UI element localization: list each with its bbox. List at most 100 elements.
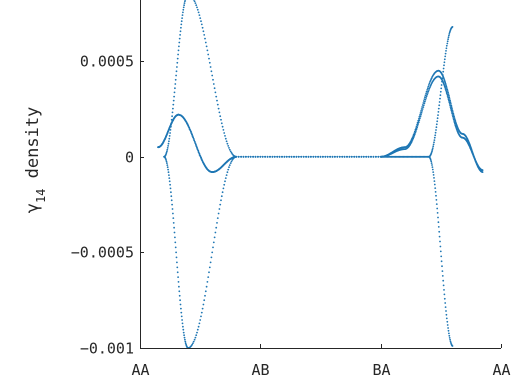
data-point bbox=[182, 8, 185, 11]
data-point bbox=[283, 155, 286, 158]
data-point bbox=[202, 30, 205, 33]
data-point bbox=[436, 117, 439, 120]
data-point bbox=[288, 155, 291, 158]
data-point bbox=[212, 241, 215, 244]
data-point bbox=[429, 159, 432, 161]
data-point bbox=[224, 137, 227, 140]
data-point bbox=[208, 271, 210, 274]
data-point bbox=[445, 90, 448, 93]
data-point bbox=[218, 208, 221, 210]
data-point bbox=[375, 155, 377, 158]
data-point bbox=[168, 140, 170, 143]
data-point bbox=[355, 155, 358, 158]
data-point bbox=[319, 155, 322, 158]
data-point bbox=[170, 199, 173, 202]
data-point bbox=[182, 331, 185, 334]
data-point bbox=[178, 37, 181, 40]
data-point bbox=[198, 14, 201, 16]
data-point bbox=[448, 337, 451, 339]
data-point bbox=[179, 303, 182, 306]
data-point bbox=[413, 133, 416, 136]
data-point bbox=[447, 38, 449, 41]
data-point bbox=[196, 6, 198, 9]
data-point bbox=[215, 95, 218, 98]
data-point bbox=[433, 139, 436, 142]
data-point bbox=[424, 98, 427, 101]
data-point bbox=[436, 212, 439, 214]
data-point bbox=[334, 155, 336, 158]
data-point bbox=[219, 203, 222, 206]
data-point bbox=[197, 11, 200, 14]
data-point bbox=[172, 99, 175, 102]
data-point bbox=[182, 325, 184, 328]
data-point bbox=[191, 343, 194, 346]
data-point bbox=[326, 155, 329, 158]
data-point bbox=[198, 152, 201, 155]
data-point bbox=[295, 155, 298, 158]
y-ticks: 0.0005 0 −0.0005 −0.001 bbox=[71, 53, 144, 358]
data-point bbox=[444, 81, 447, 84]
data-point bbox=[430, 160, 433, 163]
data-point bbox=[305, 155, 307, 158]
data-point bbox=[439, 90, 442, 93]
data-point bbox=[181, 17, 184, 19]
data-point bbox=[433, 141, 435, 144]
data-point bbox=[428, 89, 430, 91]
data-point bbox=[193, 141, 196, 143]
data-point bbox=[227, 145, 230, 147]
data-point bbox=[178, 285, 180, 288]
data-point bbox=[425, 90, 428, 93]
data-point bbox=[198, 322, 201, 325]
data-point bbox=[350, 155, 353, 158]
data-point bbox=[245, 155, 247, 158]
data-point bbox=[222, 187, 225, 190]
data-point bbox=[433, 136, 436, 139]
data-point bbox=[184, 340, 187, 343]
data-point bbox=[433, 183, 436, 186]
data-point bbox=[192, 138, 195, 140]
data-point bbox=[443, 297, 446, 300]
data-point bbox=[173, 91, 176, 94]
data-point bbox=[169, 129, 172, 131]
data-point bbox=[440, 87, 443, 90]
data-point bbox=[353, 155, 356, 158]
data-point bbox=[420, 113, 422, 116]
y-axis-label-base: γ bbox=[23, 203, 43, 213]
data-point bbox=[436, 207, 439, 210]
data-point bbox=[176, 261, 178, 264]
data-point bbox=[168, 180, 171, 183]
data-point bbox=[196, 147, 198, 149]
data-point bbox=[192, 342, 194, 345]
data-point bbox=[481, 171, 484, 174]
data-point bbox=[218, 111, 221, 114]
data-point bbox=[435, 123, 438, 126]
x-tick-label: AA bbox=[492, 361, 510, 379]
data-point bbox=[435, 199, 438, 201]
data-point bbox=[165, 159, 168, 161]
data-point bbox=[221, 125, 224, 128]
data-point bbox=[432, 171, 435, 174]
data-point bbox=[171, 111, 174, 114]
data-point bbox=[173, 226, 176, 229]
y-tick-label: 0.0005 bbox=[80, 53, 134, 71]
data-point bbox=[438, 235, 441, 238]
data-point bbox=[215, 226, 218, 229]
data-point bbox=[172, 217, 175, 220]
data-point bbox=[184, 338, 186, 341]
data-point bbox=[199, 319, 202, 321]
data-point bbox=[441, 265, 443, 268]
data-point bbox=[432, 145, 435, 148]
data-point bbox=[442, 279, 445, 282]
data-point bbox=[167, 145, 170, 147]
data-point bbox=[367, 155, 370, 158]
data-point bbox=[360, 155, 363, 158]
data-point bbox=[452, 118, 455, 121]
data-point bbox=[205, 285, 208, 288]
data-point bbox=[235, 155, 238, 158]
data-point bbox=[177, 49, 180, 52]
data-point bbox=[443, 289, 445, 291]
data-point bbox=[182, 11, 184, 14]
data-point bbox=[264, 155, 266, 158]
data-point bbox=[285, 155, 288, 158]
